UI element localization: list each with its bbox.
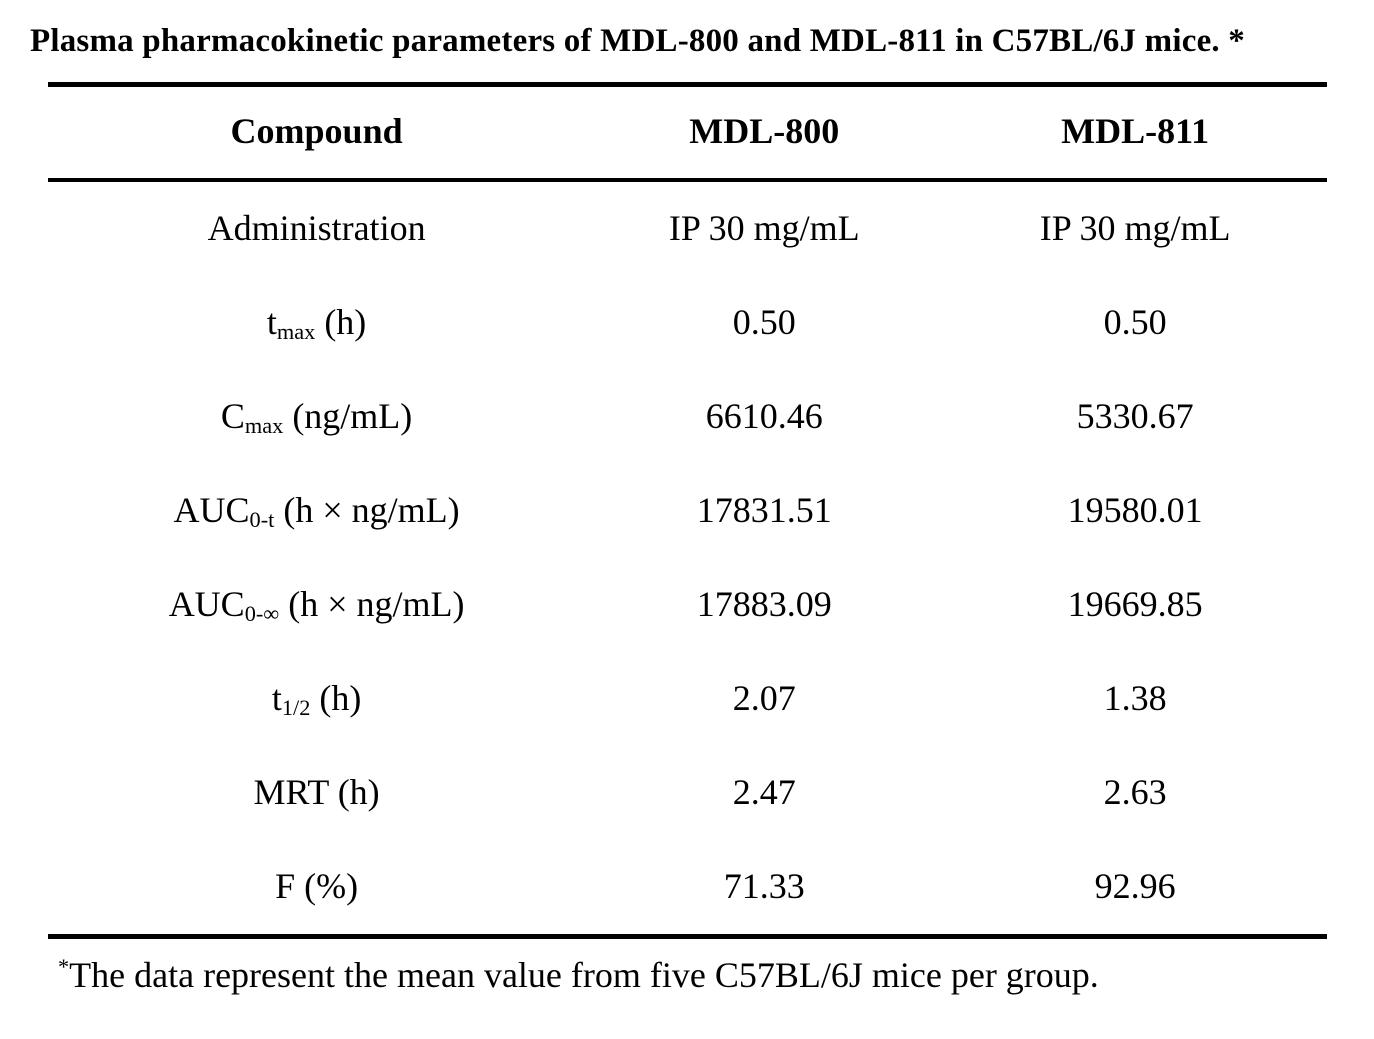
parameter-suffix: (h) [328, 771, 380, 812]
parameter-suffix: (ng/mL) [283, 395, 413, 436]
mdl800-value: 2.07 [732, 677, 796, 718]
parameter-base: AUC [173, 489, 250, 530]
mdl811-value: 19669.85 [1067, 583, 1203, 624]
parameter-label: AUC0-t (h × ng/mL) [48, 489, 585, 532]
parameter-suffix: (h) [315, 301, 367, 342]
mdl811-value: 2.63 [1103, 771, 1167, 812]
table-row-thalf: t1/2 (h) 2.07 1.38 [48, 652, 1327, 746]
parameter-subscript: 0-t [249, 506, 275, 532]
parameter-subscript: 1/2 [281, 694, 311, 720]
mdl800-value: 17883.09 [696, 583, 832, 624]
parameter-subscript: max [276, 318, 316, 344]
table-row-tmax: tmax (h) 0.50 0.50 [48, 276, 1327, 370]
parameter-label: t1/2 (h) [48, 677, 585, 720]
parameter-label: AUC0-∞ (h × ng/mL) [48, 583, 585, 626]
parameter-suffix: (h × ng/mL) [279, 583, 465, 624]
table-row-auc0t: AUC0-t (h × ng/mL) 17831.51 19580.01 [48, 464, 1327, 558]
parameter-base: C [220, 395, 245, 436]
parameter-label: tmax (h) [48, 301, 585, 344]
parameter-base: MRT [253, 771, 329, 812]
mdl800-value: 0.50 [732, 301, 796, 342]
parameter-label: Administration [48, 207, 585, 249]
parameter-label: F (%) [48, 865, 585, 907]
parameter-suffix: (%) [295, 865, 359, 906]
table-row-auc0inf: AUC0-∞ (h × ng/mL) 17883.09 19669.85 [48, 558, 1327, 652]
table-row-cmax: Cmax (ng/mL) 6610.46 5330.67 [48, 370, 1327, 464]
mdl811-value: 0.50 [1103, 301, 1167, 342]
mdl811-value: 19580.01 [1067, 489, 1203, 530]
mdl800-value: 2.47 [732, 771, 796, 812]
parameter-base: t [271, 677, 282, 718]
footnote-asterisk: * [58, 954, 70, 980]
table-footnote: *The data represent the mean value from … [58, 955, 1374, 996]
header-mdl800: MDL-800 [689, 111, 840, 152]
parameter-base: AUC [168, 583, 245, 624]
paper-page: Plasma pharmacokinetic parameters of MDL… [0, 22, 1374, 1039]
mdl800-value: 6610.46 [705, 395, 823, 436]
parameter-suffix: (h) [310, 677, 362, 718]
mdl800-value: IP 30 mg/mL [668, 207, 860, 248]
mdl811-value: 92.96 [1094, 865, 1176, 906]
table-row-bioavailability: F (%) 71.33 92.96 [48, 840, 1327, 934]
header-mdl811: MDL-811 [1061, 111, 1210, 152]
parameter-base: t [266, 301, 277, 342]
parameter-label: Cmax (ng/mL) [48, 395, 585, 438]
parameter-subscript: 0-∞ [244, 600, 280, 626]
footnote-text: The data represent the mean value from f… [69, 954, 1099, 995]
mdl811-value: IP 30 mg/mL [1039, 207, 1231, 248]
parameter-suffix: (h × ng/mL) [274, 489, 460, 530]
table-row-administration: Administration IP 30 mg/mL IP 30 mg/mL [48, 182, 1327, 276]
parameter-label: MRT (h) [48, 771, 585, 813]
mdl811-value: 5330.67 [1076, 395, 1194, 436]
pk-parameters-table: Compound MDL-800 MDL-811 Administration … [48, 81, 1327, 939]
parameter-subscript: max [244, 412, 284, 438]
table-header-row: Compound MDL-800 MDL-811 [48, 87, 1327, 182]
header-compound: Compound [230, 111, 403, 152]
parameter-base: Administration [207, 207, 426, 248]
table-title: Plasma pharmacokinetic parameters of MDL… [30, 23, 1246, 59]
mdl800-value: 17831.51 [696, 489, 832, 530]
table-row-mrt: MRT (h) 2.47 2.63 [48, 746, 1327, 840]
mdl800-value: 71.33 [723, 865, 805, 906]
mdl811-value: 1.38 [1103, 677, 1167, 718]
parameter-base: F [275, 865, 296, 906]
